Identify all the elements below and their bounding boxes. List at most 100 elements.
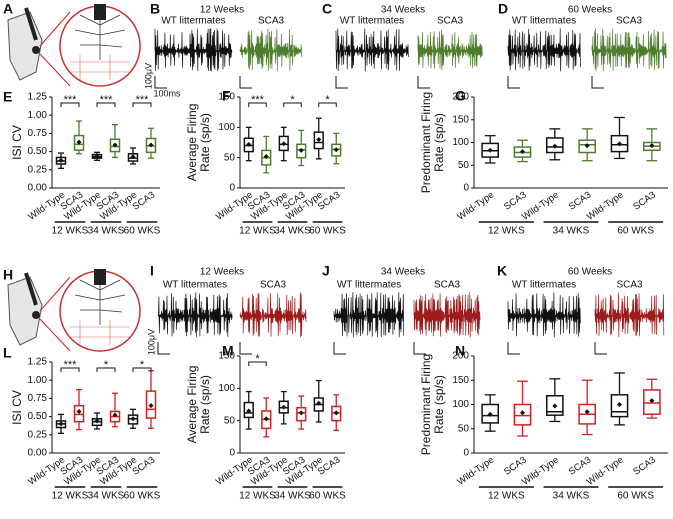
trace-title: 12 Weeks (200, 5, 244, 16)
scale-bar (239, 342, 252, 355)
x-tick-label: Wild-Type (520, 455, 561, 488)
y-tick-label: 0 (463, 183, 469, 194)
x-tick-label: Wild-Type (585, 455, 626, 488)
y-axis-label: Rate (sp/s) (432, 375, 446, 434)
trace-label: SCA3 (258, 16, 285, 27)
significance-label: *** (64, 94, 78, 106)
significance-bracket (60, 367, 80, 372)
y-tick-label: 200 (452, 351, 469, 362)
mean (246, 141, 252, 147)
mean (316, 400, 322, 406)
zoom-line (39, 276, 71, 312)
group-label: 12 WKS (52, 491, 89, 502)
mean (298, 147, 304, 153)
mean (617, 402, 622, 407)
y-axis-label: Predominant Firing (419, 354, 433, 455)
trace (507, 292, 581, 338)
trace (239, 292, 307, 338)
y-axis-label: Rate (sp/s) (198, 375, 212, 434)
fibers (70, 55, 130, 80)
diagram-h (7, 269, 141, 352)
group-label: 12 WKS (488, 491, 525, 502)
mean (520, 410, 525, 416)
trace-title: 60 Weeks (568, 267, 612, 278)
panel-letter: F (222, 88, 231, 104)
group-label: 34 WKS (274, 491, 311, 502)
significance-bracket (283, 102, 302, 107)
trace-label: WT littermates (337, 280, 401, 291)
scale-bar (417, 76, 430, 89)
significance-bracket (60, 102, 80, 107)
y-tick-label: 50 (224, 415, 236, 426)
panel-letter: A (3, 1, 13, 17)
mean (58, 157, 64, 163)
mean (298, 410, 304, 416)
significance-bracket (248, 102, 267, 107)
significance-bracket (132, 102, 152, 107)
trace (154, 28, 233, 72)
scale-bar (239, 76, 252, 89)
y-tick-label: 50 (458, 160, 470, 171)
group-label: 60 WKS (124, 491, 161, 502)
mean (263, 153, 269, 159)
group-label: 34 WKS (553, 491, 590, 502)
trace-title: 12 Weeks (200, 267, 244, 278)
y-tick-label: 1.00 (28, 110, 48, 121)
x-tick-label: Wild-Type (455, 455, 496, 488)
trace (591, 28, 667, 72)
mean (617, 141, 622, 147)
mean (281, 404, 287, 410)
y-axis-label: Rate (sp/s) (432, 113, 446, 172)
recording-site (32, 311, 40, 319)
mean (76, 139, 82, 145)
head (7, 11, 43, 81)
y-tick-label: 100 (218, 122, 235, 133)
y-tick-label: 0.25 (28, 164, 48, 175)
y-tick-label: 0 (463, 448, 469, 459)
group-label: 12 WKS (239, 491, 276, 502)
significance-label: *** (100, 94, 114, 106)
mean (487, 147, 493, 153)
probe (24, 272, 38, 306)
trace (507, 28, 581, 72)
mean (263, 416, 269, 422)
y-tick-label: 1.00 (28, 375, 48, 386)
scale-bar (157, 342, 170, 355)
y-axis-label: Average Firing (185, 366, 199, 444)
mean (552, 143, 558, 149)
recording-site (32, 46, 40, 54)
significance-bracket (96, 367, 116, 372)
group-label: 12 WKS (488, 226, 525, 237)
y-tick-label: 0.50 (28, 146, 48, 157)
group-label: 60 WKS (124, 226, 161, 237)
y-axis-label: Rate (sp/s) (198, 113, 212, 172)
panel-letter: I (150, 263, 154, 279)
scale-bar (413, 342, 426, 355)
y-axis-label: ISI CV (10, 125, 24, 160)
scale-bar (333, 342, 346, 355)
x-tick-label: Wild-Type (455, 190, 496, 223)
group-label: 34 WKS (274, 226, 311, 237)
y-axis-label: Predominant Firing (419, 92, 433, 193)
y-tick-label: 0 (229, 448, 235, 459)
significance-bracket (318, 102, 337, 107)
y-tick-label: 0.00 (28, 448, 48, 459)
electrode (94, 269, 106, 285)
panel-letter: G (455, 88, 466, 104)
scale-bar (507, 76, 520, 89)
mean (58, 421, 64, 427)
x-tick-label: SCA3 (631, 455, 658, 478)
zoom-line (39, 53, 71, 87)
mean (487, 411, 493, 417)
y-tick-label: 150 (452, 375, 469, 386)
y-tick-label: 0 (229, 183, 235, 194)
trace-label: SCA3 (616, 280, 643, 291)
trace (239, 28, 302, 72)
x-tick-label: SCA3 (567, 190, 594, 213)
significance-bracket (96, 102, 116, 107)
electrode (94, 4, 106, 20)
significance-label: *** (64, 359, 78, 371)
neuron (74, 10, 126, 60)
significance-label: * (140, 359, 145, 371)
